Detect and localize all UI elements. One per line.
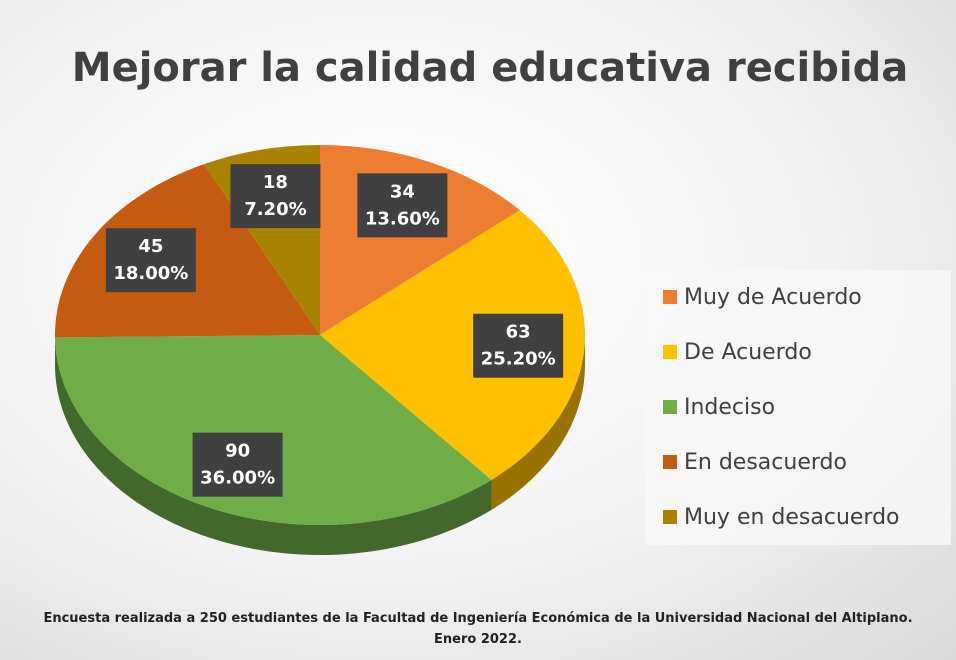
data-label: 36.00%: [200, 468, 275, 489]
data-label: 34: [390, 181, 415, 202]
data-label-box: [230, 164, 321, 229]
data-label: 7.20%: [244, 199, 306, 220]
legend-label: Muy en desacuerdo: [684, 505, 900, 530]
data-label-box: [473, 313, 564, 378]
slice: [320, 210, 585, 480]
chart-title: Mejorar la calidad educativa recibida: [72, 45, 908, 91]
legend-label: Muy de Acuerdo: [684, 285, 862, 310]
legend-label: En desacuerdo: [684, 450, 847, 475]
legend-swatch: [663, 290, 677, 304]
data-label: 25.20%: [481, 349, 556, 370]
legend-swatch: [663, 345, 677, 359]
data-label: 45: [138, 236, 163, 257]
slice: [55, 335, 492, 525]
legend-label: Indeciso: [684, 395, 775, 420]
legend-swatch: [663, 400, 677, 414]
data-label-box: [357, 173, 448, 238]
data-label: 90: [225, 441, 250, 462]
legend-swatch: [663, 455, 677, 469]
data-label: 13.60%: [365, 208, 440, 229]
slice-side: [491, 335, 585, 510]
data-label: 18.00%: [113, 263, 188, 284]
data-label: 63: [506, 322, 531, 343]
legend-swatch: [663, 510, 677, 524]
data-label: 18: [263, 172, 288, 193]
data-label-box: [105, 228, 196, 293]
chart: Mejorar la calidad educativa recibida 34…: [55, 45, 951, 556]
slice-side: [55, 337, 492, 556]
legend-label: De Acuerdo: [684, 340, 812, 365]
data-label-box: [192, 432, 283, 497]
legend-box: [645, 270, 951, 545]
footnote: Encuesta realizada a 250 estudiantes de …: [43, 611, 913, 647]
